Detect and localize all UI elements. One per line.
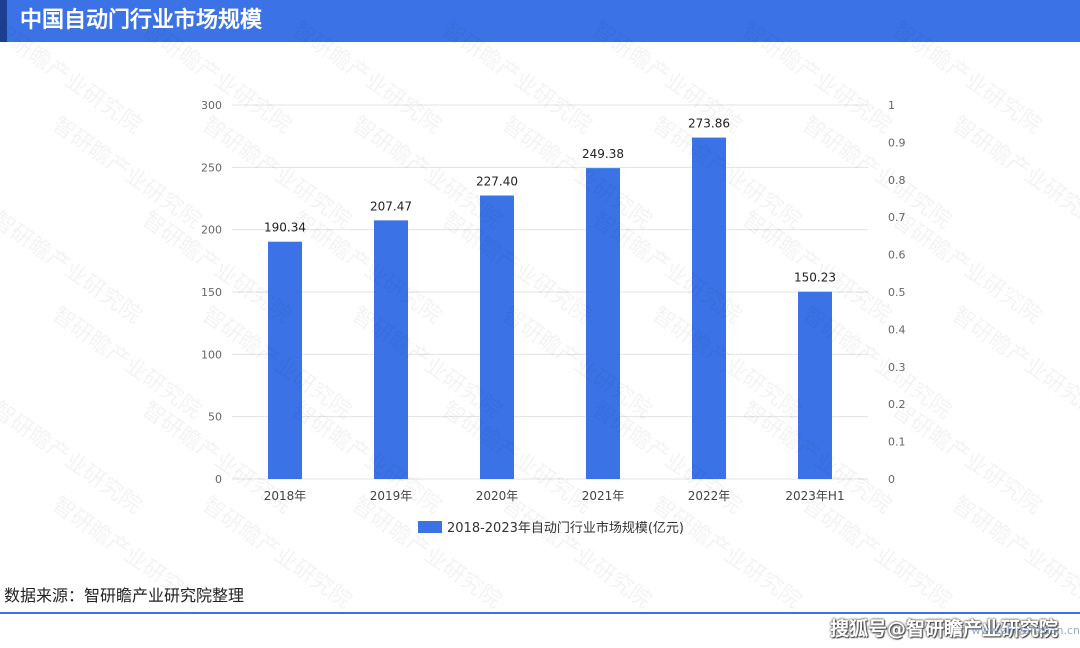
x-tick-label: 2019年 [370,489,413,503]
page-title: 中国自动门行业市场规模 [20,8,263,33]
x-tick-label: 2022年 [688,489,731,503]
x-tick-label: 2023年H1 [785,489,844,503]
data-label: 150.23 [794,271,836,285]
site-watermark: www.zhiyanzhan.cn [971,624,1080,637]
header-accent [0,0,7,42]
y2-tick-label: 1 [888,99,895,112]
y2-tick-label: 0 [888,473,895,486]
y2-tick-label: 0.1 [888,436,906,449]
source-note: 数据来源：智研瞻产业研究院整理 [4,586,245,605]
data-label: 227.40 [476,175,518,189]
data-label: 273.86 [688,117,730,131]
y2-tick-label: 0.4 [888,323,906,336]
y-tick-label: 250 [201,161,222,174]
x-tick-label: 2021年 [582,489,625,503]
bar [798,291,832,479]
y-tick-label: 50 [208,411,222,424]
y-tick-label: 300 [201,99,222,112]
y2-tick-label: 0.2 [888,398,906,411]
legend-swatch [418,521,442,533]
y-tick-label: 200 [201,224,222,237]
footer-divider [0,612,1080,614]
data-label: 190.34 [264,221,306,235]
data-label: 207.47 [370,199,412,213]
y2-tick-label: 0.8 [888,174,906,187]
x-tick-label: 2018年 [264,489,307,503]
y-tick-label: 0 [215,473,222,486]
legend-label: 2018-2023年自动门行业市场规模(亿元) [447,520,684,536]
bar [374,220,408,479]
y2-tick-label: 0.7 [888,211,906,224]
y2-tick-label: 0.9 [888,136,906,149]
bar [480,195,514,479]
bar [268,241,302,479]
bar [692,137,726,479]
bar [586,168,620,479]
sohu-watermark: 搜狐号@智研瞻产业研究院 [829,618,1058,640]
y-tick-label: 100 [201,348,222,361]
x-tick-label: 2020年 [476,489,519,503]
y-tick-label: 150 [201,286,222,299]
data-label: 249.38 [582,147,624,161]
y2-tick-label: 0.6 [888,249,906,262]
y2-tick-label: 0.3 [888,361,906,374]
y2-tick-label: 0.5 [888,286,906,299]
header-bar: 中国自动门行业市场规模 [0,0,1080,42]
